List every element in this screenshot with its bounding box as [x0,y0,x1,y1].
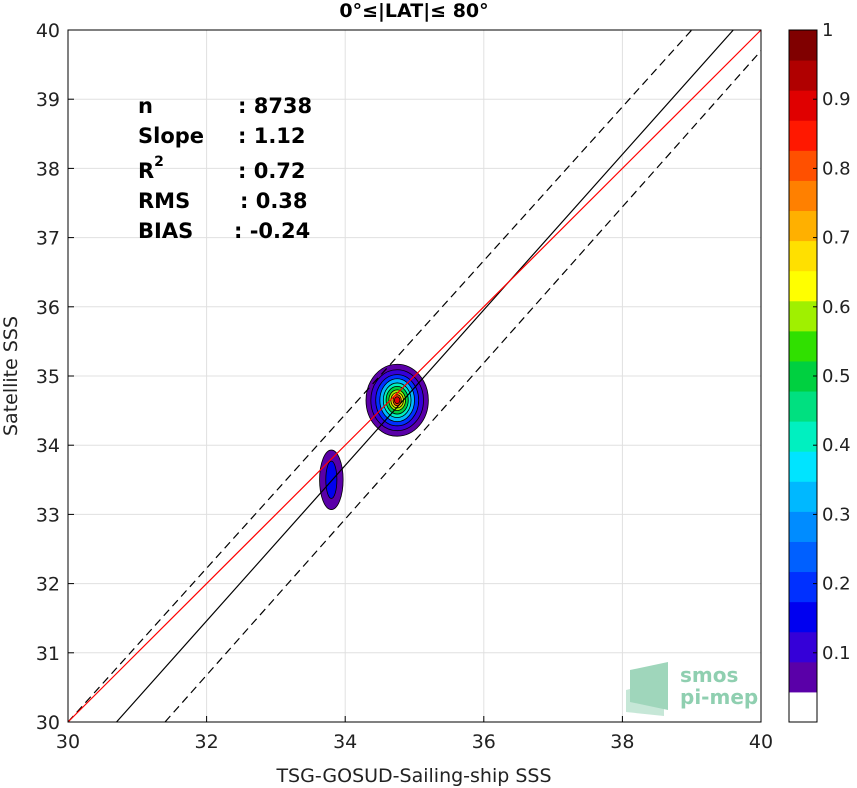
stats-box: n : 8738 Slope : 1.12 R2 : 0.72 RMS : 0.… [138,94,312,243]
y-tick-label: 38 [36,158,60,180]
colorbar [789,30,817,723]
colorbar-segment [789,210,817,242]
regression-line [67,29,762,723]
stat-r2-sup: 2 [154,154,164,170]
x-tick-label: 32 [195,731,219,753]
stat-rms-value: : 0.38 [240,189,308,213]
watermark-logo-icon [626,662,668,716]
colorbar-segment [789,631,817,663]
y-tick-label: 33 [36,504,60,526]
x-axis-label: TSG-GOSUD-Sailing-ship SSS [275,765,551,787]
density-contours [319,363,429,510]
colorbar-segment [789,691,817,723]
stat-n-label: n [138,94,153,118]
x-tick-label: 34 [333,731,357,753]
colorbar-segment [789,30,817,61]
stat-r2-base: R [138,159,154,183]
stat-slope-value: : 1.12 [238,124,306,148]
colorbar-segment [789,90,817,121]
colorbar-tick-label: 0.3 [822,504,851,525]
x-tick-label: 36 [472,731,496,753]
colorbar-segment [789,270,817,302]
stat-r2-value: : 0.72 [238,159,306,183]
y-tick-label: 40 [36,20,60,42]
colorbar-tick-label: 0.7 [822,228,851,249]
stat-slope-label: Slope [138,124,204,148]
colorbar-segment [789,240,817,272]
watermark-line2: pi-mep [680,685,758,709]
colorbar-segment [789,541,817,573]
colorbar-segment [789,601,817,633]
colorbar-tick-label: 0.8 [822,158,851,179]
stat-r2-label: R2 [138,154,164,183]
main-cluster [365,363,429,437]
watermark-line1: smos [680,663,738,687]
colorbar-segment [789,150,817,181]
y-axis-label: Satellite SSS [0,316,22,436]
watermark: smos pi-mep [626,662,758,716]
colorbar-segment [789,421,817,452]
colorbar-tick-label: 0.5 [822,366,851,387]
colorbar-segment [789,300,817,332]
colorbar-segment [789,180,817,212]
stat-bias-value: : -0.24 [234,219,310,243]
y-tick-label: 34 [36,435,60,457]
colorbar-segment [789,661,817,693]
colorbar-tick-label: 0.2 [822,574,851,595]
y-tick-label: 39 [36,89,60,111]
colorbar-tick-label: 0.4 [822,435,851,456]
colorbar-ticks: 0.1 0.2 0.3 0.4 0.5 0.6 0.7 0.8 0.9 1 [813,20,851,664]
colorbar-tick-label: 1 [822,20,833,41]
x-tick-label: 40 [749,731,773,753]
colorbar-segment [789,120,817,151]
colorbar-segment [789,60,817,91]
one-to-one-line [116,29,734,723]
colorbar-tick-label: 0.9 [822,89,851,110]
colorbar-segment [789,451,817,482]
y-tick-label: 31 [36,643,60,665]
x-tick-label: 30 [56,731,80,753]
colorbar-segment [789,511,817,542]
chart-title: 0°≤|LAT|≤ 80° [339,0,488,22]
density-contour [325,460,338,499]
y-tick-label: 36 [36,297,60,319]
colorbar-segment [789,481,817,512]
colorbar-segment [789,391,817,422]
stat-rms-label: RMS [138,189,190,213]
colorbar-tick-label: 0.6 [822,297,851,318]
stat-bias-label: BIAS [138,219,193,243]
stat-n-value: : 8738 [238,94,312,118]
y-axis-ticks: 30 31 32 33 34 35 36 37 38 39 40 [36,20,74,734]
colorbar-tick-label: 0.1 [822,643,851,664]
colorbar-segment [789,360,817,392]
y-tick-label: 35 [36,366,60,388]
y-tick-label: 37 [36,228,60,250]
y-tick-label: 32 [36,574,60,596]
x-tick-label: 38 [610,731,634,753]
x-axis-ticks: 30 32 34 36 38 40 [56,716,773,753]
colorbar-segment [789,330,817,362]
colorbar-segment [789,571,817,603]
reference-lines [67,29,762,723]
density-contour [394,396,401,405]
lower-bound-line [164,50,762,723]
y-tick-label: 30 [36,712,60,734]
